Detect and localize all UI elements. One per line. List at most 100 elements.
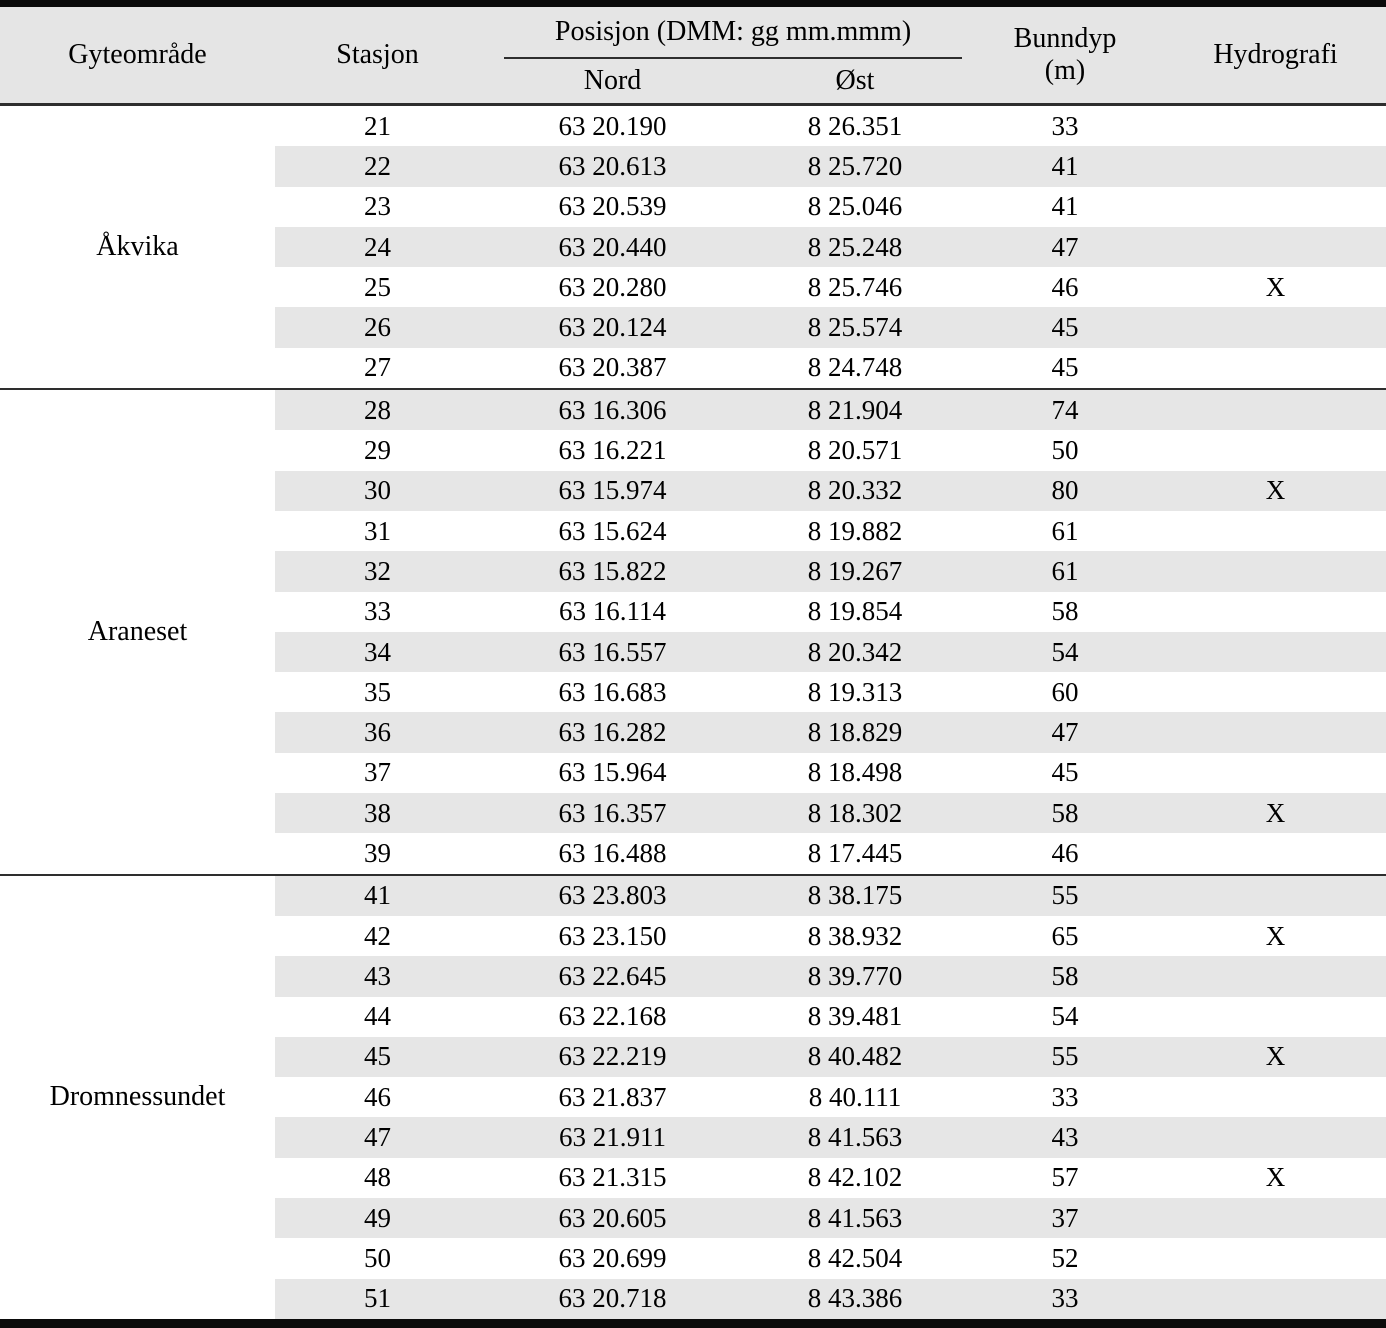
station-cell: 24 bbox=[275, 226, 480, 268]
depth-cell: 46 bbox=[1051, 837, 1079, 868]
depth-cell: 33 bbox=[1051, 1081, 1079, 1112]
ost-cell: 8 19.313 bbox=[807, 676, 903, 707]
col-header-area: Gyteområde bbox=[68, 39, 207, 70]
hydro-cell bbox=[1165, 631, 1386, 673]
table-row: 46 63 21.837 8 40.111 33 bbox=[0, 1077, 1386, 1117]
hydro-cell: X bbox=[1265, 920, 1286, 951]
ost-cell: 8 43.386 bbox=[745, 1278, 966, 1324]
nord-cell: 63 15.822 bbox=[480, 551, 745, 592]
station-cell: 42 bbox=[364, 920, 391, 951]
hydro-cell bbox=[1165, 307, 1386, 348]
ost-cell: 8 40.111 bbox=[808, 1081, 902, 1112]
nord-cell: 63 16.306 bbox=[480, 389, 745, 431]
hydro-cell bbox=[1165, 672, 1386, 712]
depth-cell: 55 bbox=[965, 874, 1166, 916]
nord-cell: 63 21.911 bbox=[480, 1117, 745, 1158]
hydro-cell: X bbox=[1165, 1036, 1386, 1078]
table-row: 48 63 21.315 8 42.102 57 X bbox=[0, 1158, 1386, 1198]
depth-cell: 65 bbox=[1051, 920, 1079, 951]
station-cell: 37 bbox=[364, 757, 391, 788]
table-row: 44 63 22.168 8 39.481 54 bbox=[0, 997, 1386, 1037]
station-cell: 27 bbox=[364, 352, 391, 383]
station-cell: 23 bbox=[364, 191, 391, 222]
depth-cell: 58 bbox=[965, 793, 1166, 834]
hydro-cell bbox=[1165, 833, 1386, 874]
hydro-cell bbox=[1165, 592, 1386, 632]
depth-cell: 50 bbox=[1051, 435, 1079, 466]
hydro-cell: X bbox=[1265, 1162, 1286, 1193]
nord-cell: 63 23.803 bbox=[480, 874, 745, 916]
hydro-cell bbox=[1165, 997, 1386, 1037]
station-cell: 29 bbox=[364, 435, 391, 466]
col-header-north: Nord bbox=[583, 65, 642, 96]
hydro-cell bbox=[1165, 1077, 1386, 1117]
station-cell: 35 bbox=[364, 676, 391, 707]
depth-cell: 58 bbox=[1051, 596, 1079, 627]
station-cell: 28 bbox=[275, 389, 480, 431]
ost-cell: 8 19.267 bbox=[745, 551, 966, 592]
table-row: 34 63 16.557 8 20.342 54 bbox=[0, 631, 1386, 673]
hydro-cell bbox=[1165, 1117, 1386, 1158]
nord-cell: 63 15.624 bbox=[558, 515, 667, 546]
section-akvika: Åkvika 21 63 20.190 8 26.351 33 22 63 20.613 8 … bbox=[0, 104, 1386, 390]
station-cell: 25 bbox=[364, 271, 391, 302]
table-row: Åkvika 21 63 20.190 8 26.351 33 bbox=[0, 104, 1386, 390]
station-cell: 50 bbox=[364, 1242, 391, 1273]
nord-cell: 63 16.488 bbox=[558, 837, 667, 868]
depth-cell: 52 bbox=[1051, 1242, 1079, 1273]
nord-cell: 63 20.613 bbox=[480, 146, 745, 187]
nord-cell: 63 16.221 bbox=[558, 435, 667, 466]
table-row: Araneset 28 63 16.306 8 21.904 74 bbox=[0, 389, 1386, 875]
section-araneset: Araneset 28 63 16.306 8 21.904 74 29 63 16.221… bbox=[0, 389, 1386, 875]
station-cell: 34 bbox=[275, 631, 480, 673]
ost-cell: 8 39.770 bbox=[745, 956, 966, 997]
col-header-position-group: Posisjon (DMM: gg mm.mmm) bbox=[480, 4, 965, 59]
hydro-cell bbox=[1165, 226, 1386, 268]
ost-cell: 8 25.720 bbox=[745, 146, 966, 187]
nord-cell: 63 20.124 bbox=[480, 307, 745, 348]
table-row: 30 63 15.974 8 20.332 80 X bbox=[0, 470, 1386, 511]
ost-cell: 8 41.563 bbox=[745, 1117, 966, 1158]
hydro-cell bbox=[1165, 551, 1386, 592]
hydro-cell bbox=[1165, 1198, 1386, 1239]
station-cell: 26 bbox=[275, 307, 480, 348]
hydro-cell bbox=[1165, 146, 1386, 187]
depth-cell: 33 bbox=[965, 1278, 1166, 1324]
nord-cell: 63 16.557 bbox=[480, 631, 745, 673]
ost-cell: 8 40.482 bbox=[745, 1036, 966, 1078]
nord-cell: 63 22.219 bbox=[480, 1036, 745, 1078]
ost-cell: 8 38.932 bbox=[807, 920, 903, 951]
station-cell: 41 bbox=[275, 874, 480, 916]
table-row: 37 63 15.964 8 18.498 45 bbox=[0, 753, 1386, 793]
nord-cell: 63 20.605 bbox=[480, 1198, 745, 1239]
depth-cell: 57 bbox=[1051, 1162, 1079, 1193]
depth-cell: 33 bbox=[1051, 110, 1079, 141]
ost-cell: 8 39.481 bbox=[807, 1001, 903, 1032]
section-dromnessundet: Dromnessundet 41 63 23.803 8 38.175 55 42 63 2… bbox=[0, 874, 1386, 1324]
ost-cell: 8 41.563 bbox=[745, 1198, 966, 1239]
station-cell: 44 bbox=[364, 1001, 391, 1032]
nord-cell: 63 21.837 bbox=[558, 1081, 667, 1112]
nord-cell: 63 23.150 bbox=[558, 920, 667, 951]
nord-cell: 63 16.282 bbox=[480, 712, 745, 753]
hydro-cell: X bbox=[1165, 793, 1386, 834]
ost-cell: 8 19.882 bbox=[807, 515, 903, 546]
table-row: 22 63 20.613 8 25.720 41 bbox=[0, 146, 1386, 187]
table-row: 43 63 22.645 8 39.770 58 bbox=[0, 956, 1386, 997]
station-cell: 30 bbox=[275, 470, 480, 511]
station-cell: 39 bbox=[364, 837, 391, 868]
col-header-depth-line1: Bunndyp bbox=[1013, 22, 1117, 54]
table-row: 36 63 16.282 8 18.829 47 bbox=[0, 712, 1386, 753]
nord-cell: 63 16.357 bbox=[480, 793, 745, 834]
depth-cell: 41 bbox=[965, 146, 1166, 187]
ost-cell: 8 20.342 bbox=[745, 631, 966, 673]
col-header-position: Posisjon (DMM: gg mm.mmm) bbox=[554, 16, 912, 47]
ost-cell: 8 21.904 bbox=[745, 389, 966, 431]
station-cell: 22 bbox=[275, 146, 480, 187]
depth-cell: 43 bbox=[965, 1117, 1166, 1158]
hydro-cell bbox=[1165, 753, 1386, 793]
table-row: 31 63 15.624 8 19.882 61 bbox=[0, 511, 1386, 551]
depth-cell: 54 bbox=[965, 631, 1166, 673]
nord-cell: 63 20.280 bbox=[558, 271, 667, 302]
